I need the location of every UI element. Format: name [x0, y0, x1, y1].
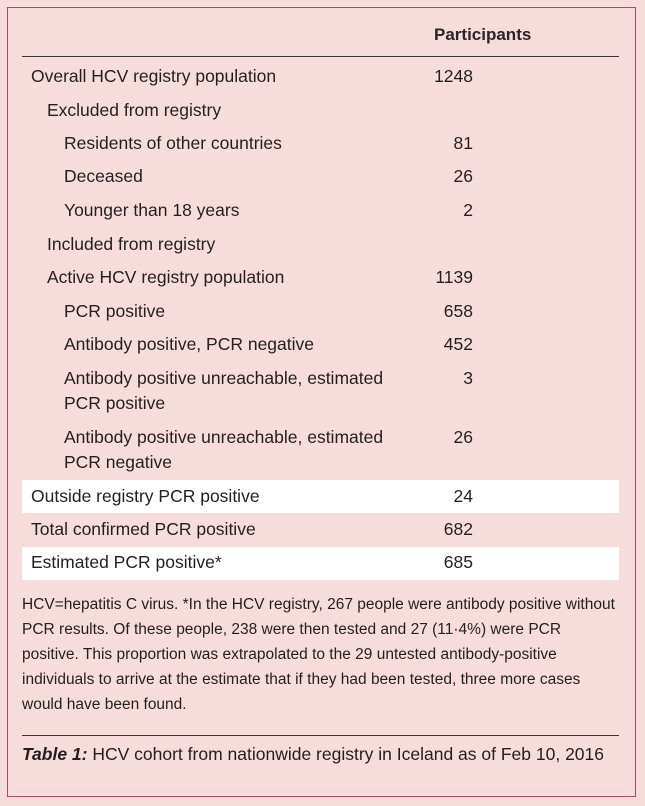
row-label: Included from registry — [47, 234, 216, 254]
table-frame — [7, 7, 636, 797]
row-label: Active HCV registry population — [47, 267, 285, 287]
row-label: Residents of other countries — [64, 133, 282, 153]
row-value: 3 — [463, 368, 473, 388]
row-value: 26 — [453, 427, 473, 447]
table-row: Deceased 26 — [22, 164, 619, 190]
row-value: 24 — [453, 486, 473, 506]
table-row: Antibody positive, PCR negative 452 — [22, 332, 619, 358]
table-row: Total confirmed PCR positive 682 — [22, 517, 619, 543]
row-label: PCR positive — [64, 301, 166, 321]
row-value: 658 — [443, 301, 473, 321]
table-row: Younger than 18 years 2 — [22, 198, 619, 224]
row-label: Outside registry PCR positive — [31, 486, 260, 506]
table-footnote: HCV=hepatitis C virus. *In the HCV regis… — [22, 596, 615, 713]
column-header-participants: Participants — [434, 25, 532, 44]
caption-label: Table 1: — [22, 744, 88, 764]
row-label: Estimated PCR positive* — [31, 552, 222, 572]
table-row: PCR positive 658 — [22, 299, 619, 325]
row-label: Antibody positive, PCR negative — [64, 334, 314, 354]
row-value: 452 — [443, 334, 473, 354]
row-label: Deceased — [64, 166, 143, 186]
row-label: Antibody positive unreachable, estimated… — [64, 368, 384, 413]
caption-text: HCV cohort from nationwide registry in I… — [87, 744, 604, 764]
row-value: 685 — [443, 552, 473, 572]
row-value: 26 — [453, 166, 473, 186]
row-value: 1139 — [435, 267, 473, 287]
caption-divider — [22, 735, 619, 736]
row-label: Overall HCV registry population — [31, 66, 277, 86]
row-label: Excluded from registry — [47, 100, 222, 120]
table-row-highlighted: Estimated PCR positive* 685 — [22, 547, 619, 580]
row-label: Younger than 18 years — [64, 200, 240, 220]
row-value: 1248 — [434, 66, 473, 86]
table-row: Residents of other countries 81 — [22, 131, 619, 157]
table-row: Excluded from registry — [22, 98, 619, 124]
table-row: Antibody positive unreachable, estimated… — [22, 425, 619, 477]
row-value: 81 — [453, 133, 473, 153]
table-row: Antibody positive unreachable, estimated… — [22, 366, 619, 418]
table-row: Overall HCV registry population 1248 — [22, 64, 619, 90]
row-label: Total confirmed PCR positive — [31, 519, 256, 539]
row-label: Antibody positive unreachable, estimated… — [64, 427, 384, 472]
table-caption: Table 1: HCV cohort from nationwide regi… — [22, 742, 622, 767]
header-divider — [22, 56, 619, 57]
table-row: Included from registry — [22, 232, 619, 258]
table-row-highlighted: Outside registry PCR positive 24 — [22, 480, 619, 513]
row-value: 682 — [443, 519, 473, 539]
row-value: 2 — [463, 200, 473, 220]
table-row: Active HCV registry population 1139 — [22, 265, 619, 291]
